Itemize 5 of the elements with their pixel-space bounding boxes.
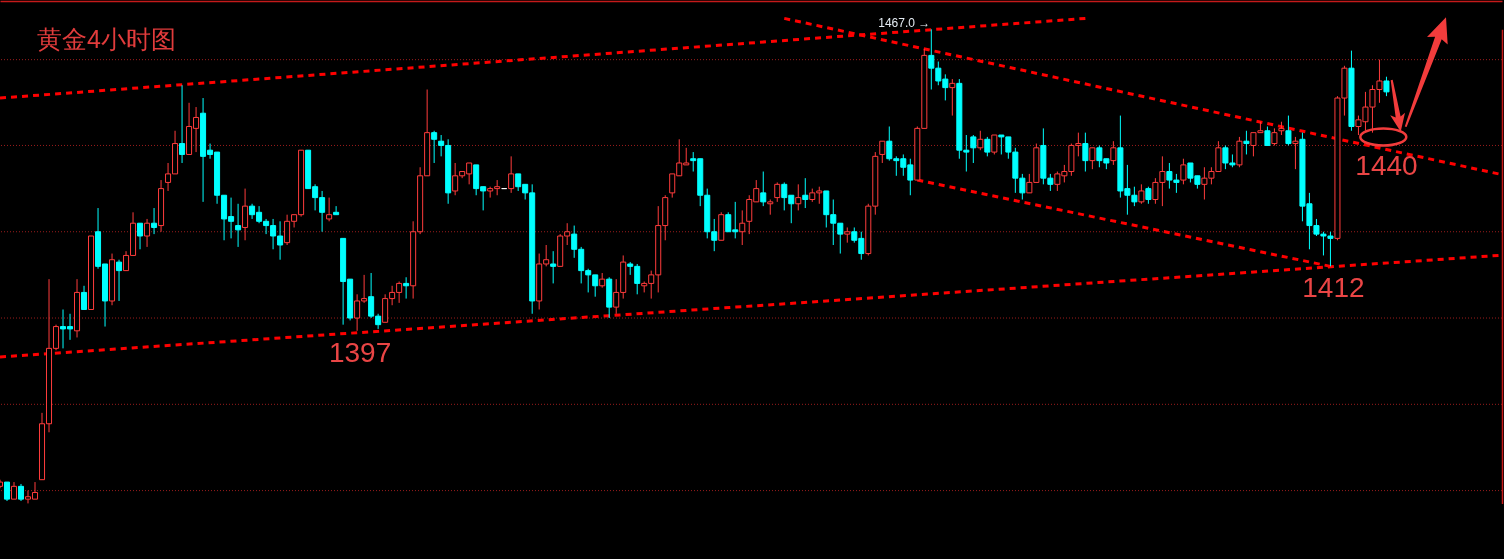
annotation: 1440 bbox=[1355, 150, 1418, 182]
annotation: 1397 bbox=[328, 336, 392, 368]
annotation: 1412 bbox=[1302, 272, 1365, 304]
chart-title: 黄金4小时图 bbox=[37, 25, 176, 53]
annotation: 1467.0 → bbox=[878, 16, 931, 31]
